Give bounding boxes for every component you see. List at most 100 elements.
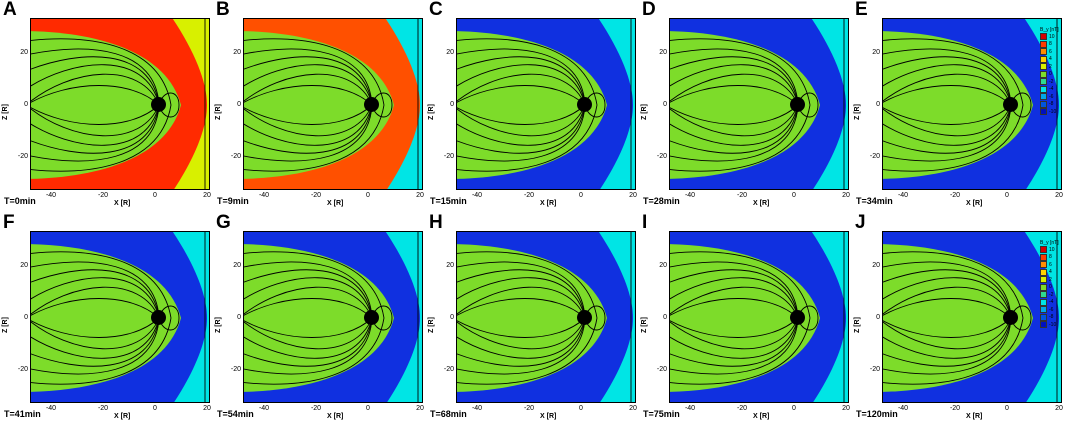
legend-label: 6 — [1049, 48, 1052, 55]
y-axis-label: Z [R] — [854, 317, 861, 333]
x-tick: -40 — [897, 405, 909, 412]
legend-swatch — [1040, 100, 1047, 108]
legend-swatch — [1040, 298, 1047, 306]
field-plot — [243, 231, 423, 403]
field-plot — [456, 18, 636, 190]
legend-swatch — [1040, 70, 1047, 78]
legend-swatch — [1040, 321, 1047, 329]
magnetosphere-region — [244, 31, 394, 179]
legend-swatch — [1040, 253, 1047, 261]
legend-label: 4 — [1049, 269, 1052, 276]
earth-icon — [790, 97, 805, 112]
legend-entry: -10 — [1040, 321, 1062, 329]
x-tick: -20 — [523, 192, 535, 199]
y-tick: 20 — [872, 262, 880, 269]
legend-label: -4 — [1049, 299, 1054, 306]
y-axis-label: Z [R] — [428, 317, 435, 333]
legend-entry: 8 — [1040, 40, 1062, 49]
legend-label: 10 — [1049, 246, 1055, 253]
earth-icon — [577, 310, 592, 325]
y-tick: 0 — [450, 314, 454, 321]
panel-letter: C — [429, 0, 443, 20]
y-tick: 0 — [663, 314, 667, 321]
legend-entry: 0 — [1040, 283, 1062, 292]
x-tick: 20 — [1055, 405, 1063, 412]
panel-letter: H — [429, 212, 443, 233]
y-tick: -20 — [443, 366, 454, 373]
panel-letter: A — [3, 0, 17, 20]
field-map — [31, 19, 209, 189]
field-map — [244, 232, 422, 402]
legend-swatch — [1040, 276, 1047, 284]
x-axis-label: X [R] — [540, 413, 557, 420]
field-map — [670, 232, 848, 402]
field-lines — [457, 232, 632, 402]
legend-label: 8 — [1049, 254, 1052, 261]
y-tick: -20 — [869, 366, 880, 373]
y-tick: -20 — [869, 153, 880, 160]
legend-label: 8 — [1049, 41, 1052, 48]
legend-label: -4 — [1049, 86, 1054, 93]
x-tick: 0 — [1005, 405, 1009, 412]
earth-icon — [364, 97, 379, 112]
legend-label: -2 — [1049, 291, 1054, 298]
earth-icon — [151, 97, 166, 112]
panel-a: A — [0, 0, 213, 213]
x-axis-label: X [R] — [540, 200, 557, 207]
y-tick: 20 — [20, 262, 28, 269]
x-tick: 0 — [153, 192, 157, 199]
panel-letter: I — [642, 212, 648, 233]
legend-swatch — [1040, 78, 1047, 86]
earth-icon — [151, 310, 166, 325]
legend-swatch — [1040, 55, 1047, 63]
panel-b: B — [213, 0, 426, 213]
panel-letter: D — [642, 0, 656, 20]
legend-title: B_y [nT] — [1040, 27, 1059, 33]
time-label: T=34min — [856, 196, 893, 206]
legend-label: -8 — [1049, 314, 1054, 321]
legend-swatch — [1040, 283, 1047, 291]
time-label: T=15min — [430, 196, 467, 206]
time-label: T=9min — [217, 196, 249, 206]
magnetosphere-region — [670, 244, 820, 392]
x-tick: -40 — [684, 405, 696, 412]
x-tick: 20 — [416, 192, 424, 199]
field-map — [457, 232, 635, 402]
x-tick: -40 — [471, 405, 483, 412]
magnetosphere-region — [670, 31, 820, 179]
panel-c: C — [426, 0, 639, 213]
time-label: T=28min — [643, 196, 680, 206]
legend-entry: -8 — [1040, 313, 1062, 322]
magnetosphere-region — [883, 31, 1033, 179]
x-tick: -40 — [45, 405, 57, 412]
colorbar-legend: B_y [nT] 10 8 6 4 2 0 -2 -4 -6 — [1040, 27, 1062, 116]
y-tick: 20 — [872, 49, 880, 56]
field-map — [244, 19, 422, 189]
x-tick: 0 — [366, 192, 370, 199]
legend-entry: 2 — [1040, 63, 1062, 71]
field-lines — [883, 19, 1058, 189]
legend-label: 0 — [1049, 284, 1052, 291]
field-plot — [30, 231, 210, 403]
field-plot — [456, 231, 636, 403]
x-tick: 0 — [1005, 192, 1009, 199]
panel-f: F — [0, 212, 213, 426]
y-axis-label: Z [R] — [215, 317, 222, 333]
x-tick: 20 — [842, 192, 850, 199]
x-tick: -20 — [949, 405, 961, 412]
x-axis-label: X [R] — [327, 413, 344, 420]
magnetosphere-region — [31, 244, 181, 392]
x-tick: -20 — [736, 405, 748, 412]
y-tick: -20 — [656, 153, 667, 160]
y-axis-label: Z [R] — [641, 317, 648, 333]
legend-label: -2 — [1049, 78, 1054, 85]
y-tick: 0 — [24, 101, 28, 108]
x-tick: 20 — [1055, 192, 1063, 199]
y-axis-label: Z [R] — [854, 104, 861, 120]
field-map — [31, 232, 209, 402]
legend-label: -8 — [1049, 101, 1054, 108]
y-tick: 20 — [659, 49, 667, 56]
time-label: T=68min — [430, 409, 467, 419]
time-label: T=0min — [4, 196, 36, 206]
x-tick: -40 — [471, 192, 483, 199]
